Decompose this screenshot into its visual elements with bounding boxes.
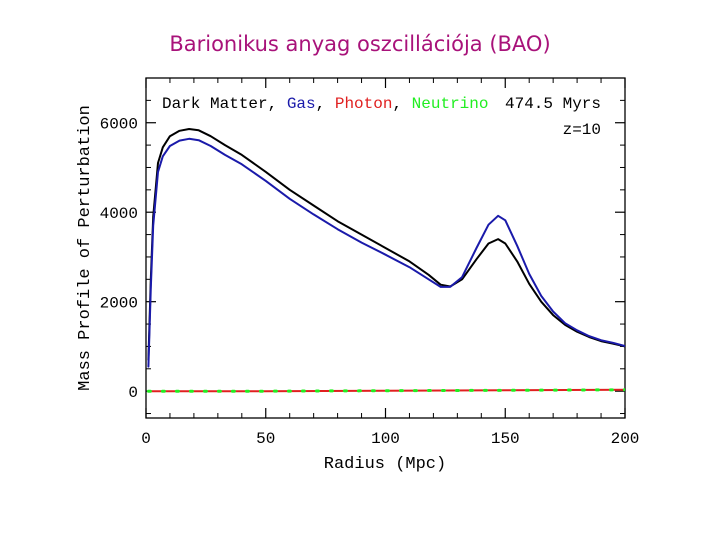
y-tick-label: 6000 [100, 116, 138, 134]
series-line-neutrino [146, 388, 625, 393]
legend: Dark Matter, Gas, Photon, Neutrino [162, 95, 488, 113]
series-line-dark-matter [147, 128, 625, 361]
x-tick-label: 0 [141, 430, 151, 448]
slide-title: Barionikus anyag oszcillációja (BAO) [169, 32, 551, 56]
x-tick-label: 200 [611, 430, 640, 448]
legend-gas: Gas [287, 95, 316, 113]
y-tick-label: 0 [128, 384, 138, 402]
x-tick-label: 100 [371, 430, 400, 448]
x-axis-label: Radius (Mpc) [324, 455, 446, 474]
legend-neutrino: Neutrino [412, 95, 489, 113]
legend-dark-matter: Dark Matter [162, 95, 268, 113]
x-tick-label: 50 [256, 430, 275, 448]
annotation-redshift: z=10 [563, 121, 601, 139]
annotation-time: 474.5 Myrs [505, 95, 601, 113]
y-axis-label: Mass Profile of Perturbation [76, 105, 95, 391]
y-tick-label: 4000 [100, 205, 138, 223]
series-line-gas [147, 137, 625, 368]
legend-photon: Photon [335, 95, 393, 113]
x-tick-label: 150 [491, 430, 520, 448]
y-tick-label: 2000 [100, 295, 138, 313]
